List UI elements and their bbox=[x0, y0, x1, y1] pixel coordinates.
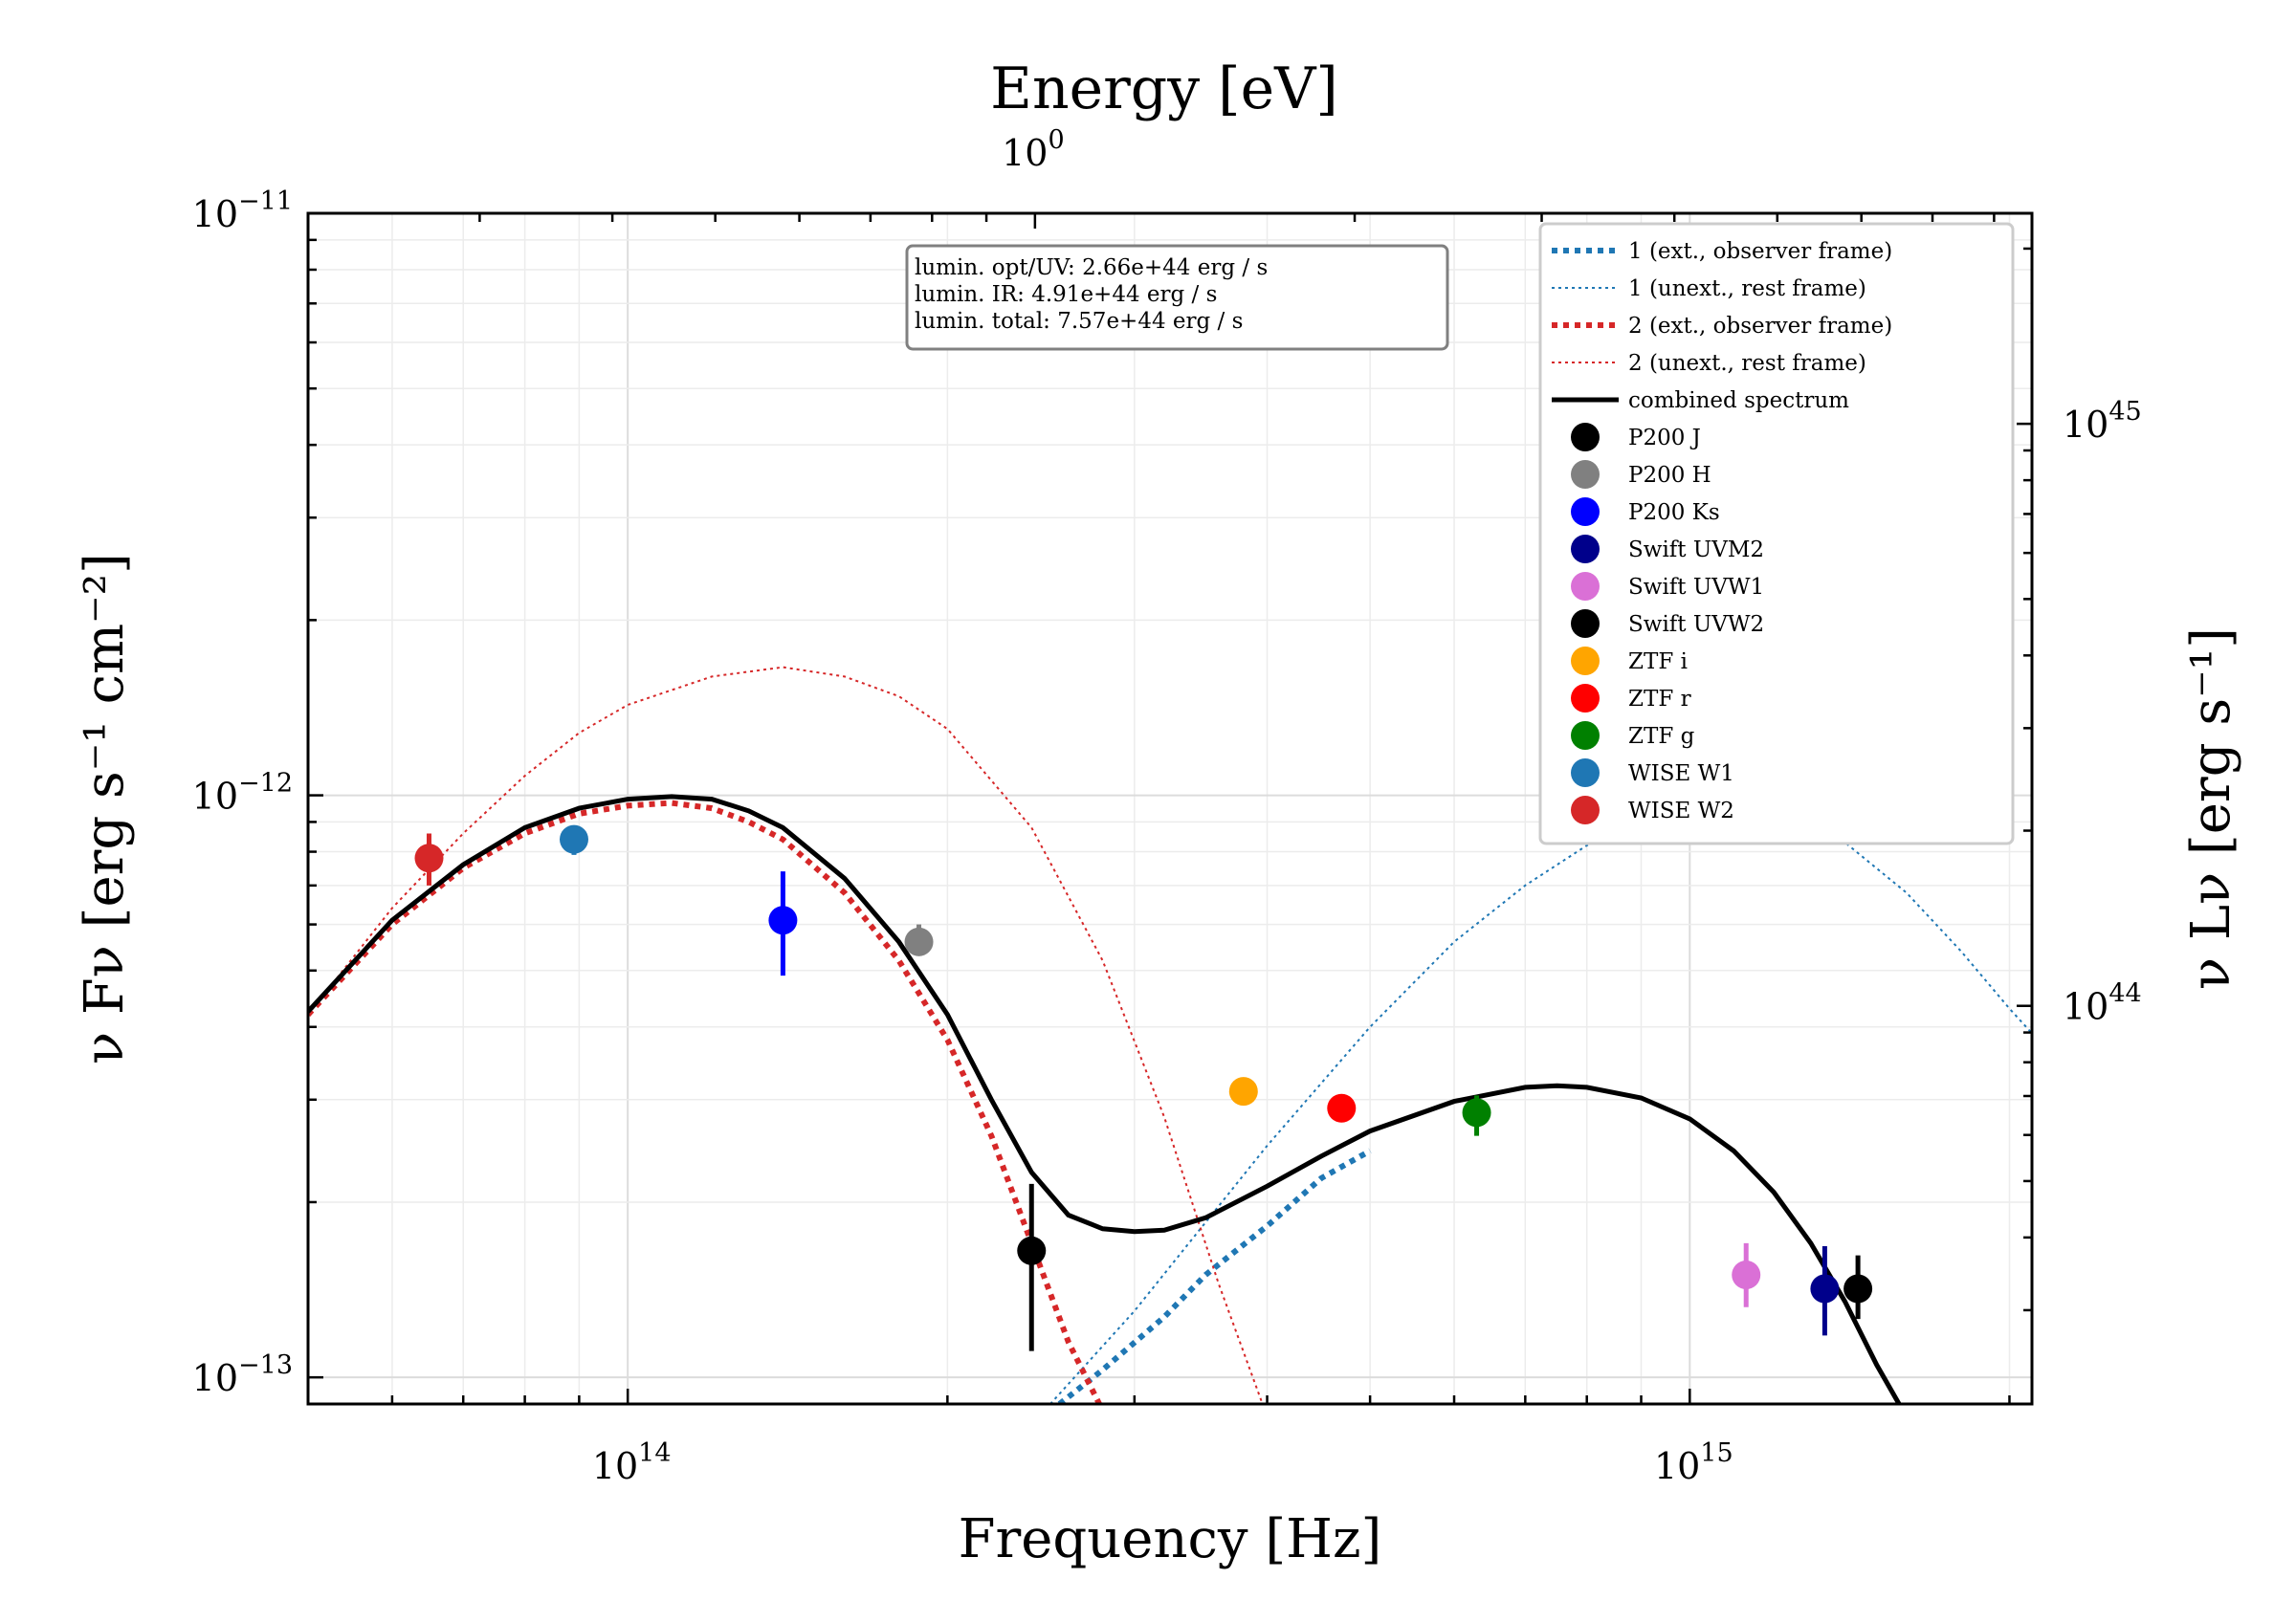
legend-label: Swift UVW2 bbox=[1628, 612, 1764, 637]
legend-label: P200 Ks bbox=[1628, 500, 1720, 525]
x-tick-label: 1015 bbox=[1654, 1438, 1733, 1487]
legend-marker bbox=[1571, 497, 1600, 526]
legend-marker bbox=[1571, 609, 1600, 638]
legend-label: ZTF i bbox=[1628, 649, 1688, 674]
top-axis-label: Energy [eV] bbox=[990, 55, 1338, 122]
y-tick-label: 10−11 bbox=[192, 186, 293, 235]
legend-label: Swift UVM2 bbox=[1628, 537, 1764, 562]
data-point bbox=[768, 906, 798, 935]
legend-marker bbox=[1571, 796, 1600, 824]
right-tick-label: 1045 bbox=[2063, 397, 2142, 446]
luminosity-annotation: lumin. opt/UV: 2.66e+44 erg / s lumin. I… bbox=[905, 244, 1449, 351]
right-tick-label: 1044 bbox=[2063, 979, 2142, 1028]
legend-marker bbox=[1571, 535, 1600, 563]
series-line bbox=[1057, 1148, 1372, 1404]
data-point bbox=[904, 927, 934, 956]
x-axis-label: Frequency [Hz] bbox=[959, 1508, 1382, 1570]
legend-marker bbox=[1571, 758, 1600, 787]
legend-label: P200 J bbox=[1628, 426, 1701, 450]
legend-label: ZTF r bbox=[1628, 687, 1691, 712]
series-line bbox=[308, 794, 1902, 1404]
series-line bbox=[1049, 804, 2032, 1404]
legend-label: WISE W2 bbox=[1628, 799, 1734, 823]
data-points bbox=[414, 824, 1873, 1351]
y-axis-label: ν Fν [erg s⁻¹ cm⁻²] bbox=[74, 553, 136, 1064]
annotation-line: lumin. total: 7.57e+44 erg / s bbox=[915, 309, 1243, 334]
model-curves bbox=[308, 666, 2032, 1404]
legend-label: WISE W1 bbox=[1628, 761, 1734, 786]
legend-label: combined spectrum bbox=[1628, 388, 1849, 413]
y-tick-label: 10−12 bbox=[192, 769, 293, 818]
data-point bbox=[414, 844, 444, 873]
legend: 1 (ext., observer frame) 1 (unext., rest … bbox=[1538, 222, 2015, 845]
data-point bbox=[1017, 1236, 1047, 1265]
plot-frame bbox=[306, 211, 2034, 1406]
legend-label: 2 (ext., observer frame) bbox=[1628, 314, 1892, 339]
top-tick-label: 100 bbox=[1002, 125, 1065, 174]
annotation-line: lumin. opt/UV: 2.66e+44 erg / s bbox=[915, 255, 1268, 280]
legend-label: 2 (unext., rest frame) bbox=[1628, 351, 1866, 376]
legend-marker bbox=[1571, 572, 1600, 601]
axis-ticks: 1014 1015 10−11 10−12 10−13 100 1045 1044 bbox=[192, 125, 2142, 1487]
data-point bbox=[1843, 1274, 1873, 1304]
data-point bbox=[1462, 1098, 1491, 1128]
data-point bbox=[1732, 1260, 1761, 1289]
data-point bbox=[1327, 1093, 1357, 1123]
legend-label: 1 (unext., rest frame) bbox=[1628, 276, 1866, 301]
legend-label: ZTF g bbox=[1628, 724, 1695, 749]
annotation-line: lumin. IR: 4.91e+44 erg / s bbox=[915, 282, 1217, 307]
x-tick-label: 1014 bbox=[592, 1438, 672, 1487]
legend-label: 1 (ext., observer frame) bbox=[1628, 239, 1892, 264]
legend-marker bbox=[1571, 721, 1600, 750]
legend-marker bbox=[1571, 423, 1600, 451]
legend-marker bbox=[1571, 647, 1600, 675]
y-tick-label: 10−13 bbox=[192, 1350, 293, 1399]
data-point bbox=[1810, 1274, 1840, 1304]
data-point bbox=[559, 824, 588, 854]
legend-marker bbox=[1571, 460, 1600, 489]
right-y-axis-label: ν Lν [erg s⁻¹] bbox=[2180, 627, 2242, 990]
series-line bbox=[308, 666, 1264, 1404]
legend-frame bbox=[1538, 222, 2015, 845]
data-point bbox=[1228, 1077, 1258, 1107]
legend-label: P200 H bbox=[1628, 463, 1711, 488]
legend-label: Swift UVW1 bbox=[1628, 575, 1764, 600]
legend-marker bbox=[1571, 684, 1600, 713]
